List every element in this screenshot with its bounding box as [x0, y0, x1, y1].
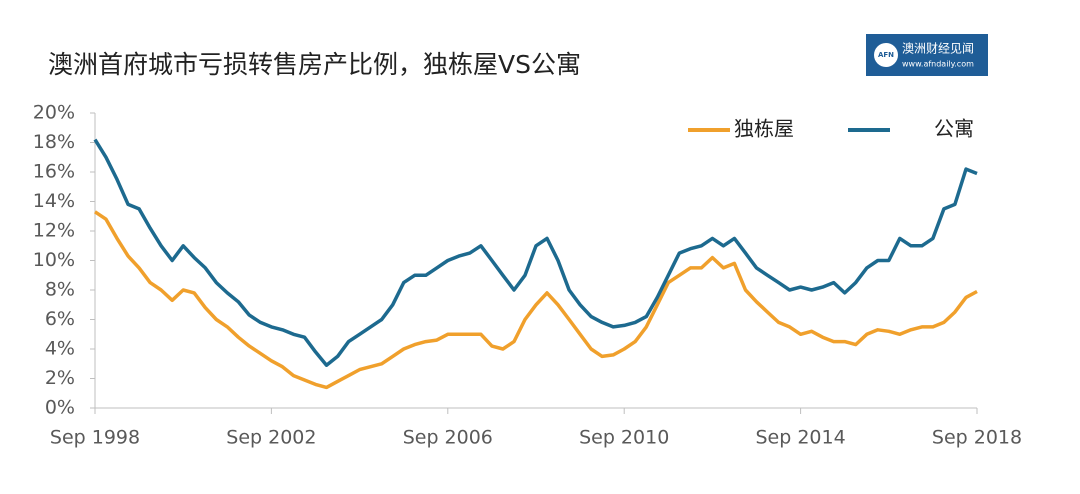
logo-mark: AFN: [878, 51, 894, 59]
y-tick-label: 16%: [33, 161, 75, 183]
legend-label: 公寓: [934, 117, 974, 141]
y-tick-label: 10%: [33, 249, 75, 271]
series-line: [93, 138, 978, 367]
x-tick-label: Sep 2006: [403, 427, 493, 449]
x-tick-label: Sep 2018: [932, 427, 1022, 449]
y-tick-label: 0%: [45, 397, 75, 419]
x-tick-label: Sep 2014: [755, 427, 845, 449]
chart-title: 澳洲首府城市亏损转售房产比例，独栋屋VS公寓: [48, 50, 581, 79]
y-tick-label: 8%: [45, 279, 75, 301]
y-tick-label: 20%: [33, 102, 75, 124]
x-tick-label: Sep 1998: [50, 427, 140, 449]
x-tick-label: Sep 2002: [226, 427, 316, 449]
y-tick-label: 6%: [45, 308, 75, 330]
logo-url: www.afndaily.com: [902, 60, 974, 69]
series-line: [94, 210, 978, 390]
x-tick-label: Sep 2010: [579, 427, 669, 449]
logo: AFN 澳洲财经见闻 www.afndaily.com: [866, 34, 988, 76]
y-tick-label: 2%: [45, 367, 75, 389]
y-tick-label: 18%: [33, 131, 75, 153]
y-tick-label: 12%: [33, 220, 75, 242]
logo-circle: [874, 43, 898, 67]
y-tick-label: 14%: [33, 190, 75, 212]
logo-name: 澳洲财经见闻: [902, 42, 974, 56]
legend-label: 独栋屋: [734, 117, 794, 141]
y-tick-label: 4%: [45, 338, 75, 360]
